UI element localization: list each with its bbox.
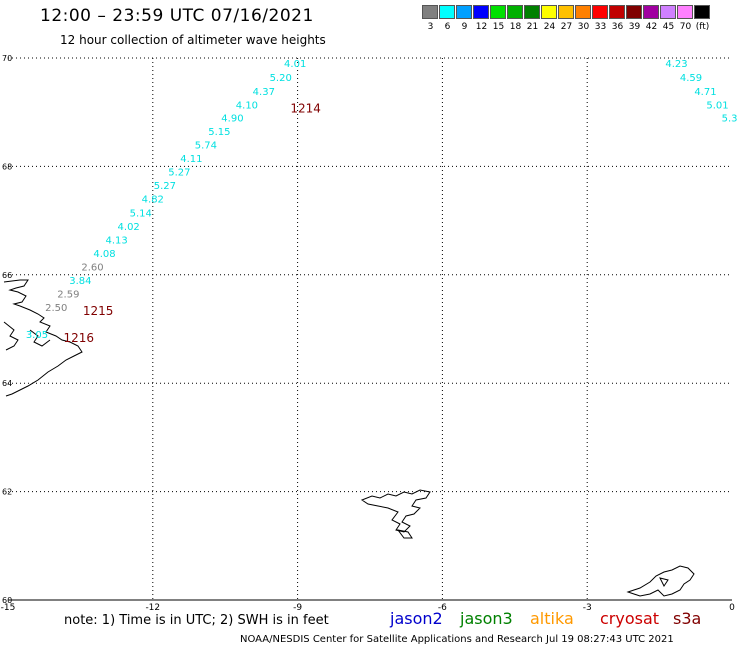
coastlines xyxy=(3,279,695,597)
legend-label: 33 xyxy=(594,22,607,32)
swh-value: 4.59 xyxy=(680,73,702,84)
longitude-label: -15 xyxy=(1,603,16,613)
credit-line: NOAA/NESDIS Center for Satellite Applica… xyxy=(240,634,674,645)
latitude-label: 62 xyxy=(2,488,12,497)
swh-value: 4.10 xyxy=(236,100,258,111)
legend-label: 3 xyxy=(427,22,434,32)
lat-lon-grid xyxy=(8,57,732,601)
legend-swatch xyxy=(609,5,625,19)
pass-time-label: 1216 xyxy=(64,331,95,345)
legend-swatch xyxy=(490,5,506,19)
swh-value: 4.13 xyxy=(105,235,127,246)
legend-swatch xyxy=(422,5,438,19)
swh-value: 4.01 xyxy=(284,59,306,70)
swh-value: 4.90 xyxy=(221,113,243,124)
swh-value: 3.05 xyxy=(26,330,48,341)
swh-value: 5.74 xyxy=(195,141,217,152)
legend-labels: 3 6 9 12 15 18 21 24 27 30 33 36 39 42 45 70 (ft) xyxy=(422,22,711,32)
longitude-label: -6 xyxy=(438,603,447,613)
legend-label: 6 xyxy=(444,22,451,32)
swh-value: 4.02 xyxy=(118,222,140,233)
legend-swatch xyxy=(626,5,642,19)
legend-swatch xyxy=(677,5,693,19)
swh-value: 4.08 xyxy=(93,249,115,260)
satellite-name: jason3 xyxy=(460,609,513,628)
longitude-label: -12 xyxy=(145,603,160,613)
swh-value: 5.01 xyxy=(706,100,728,111)
pass-time-labels: 1214 1215 1216 xyxy=(64,101,321,345)
footnote: note: 1) Time is in UTC; 2) SWH is in fe… xyxy=(64,613,329,628)
longitude-label: 0 xyxy=(729,603,735,613)
map-subtitle: 12 hour collection of altimeter wave hei… xyxy=(60,33,326,47)
legend-label: 24 xyxy=(543,22,556,32)
latitude-label: 66 xyxy=(2,271,12,280)
axis-labels: 70 68 66 64 62 60-15 -12 -9 -6 -3 0 xyxy=(1,54,735,613)
legend-swatch xyxy=(473,5,489,19)
legend-label: 27 xyxy=(560,22,573,32)
iceland-coast xyxy=(3,279,83,397)
pass-time-label: 1214 xyxy=(290,101,321,115)
legend-label: 9 xyxy=(461,22,468,32)
swh-value: 3.84 xyxy=(69,276,91,287)
latitude-label: 64 xyxy=(2,379,12,388)
satellite-name: s3a xyxy=(673,609,702,628)
swh-value: 5.14 xyxy=(130,208,152,219)
pass-time-label: 1215 xyxy=(83,304,114,318)
legend-label: 12 xyxy=(475,22,488,32)
swh-value: 2.59 xyxy=(57,290,79,301)
legend-swatch xyxy=(541,5,557,19)
legend-swatch xyxy=(575,5,591,19)
legend-label: 39 xyxy=(628,22,641,32)
legend-label: 45 xyxy=(662,22,675,32)
swh-value: 4.23 xyxy=(665,59,687,70)
satellite-name: cryosat xyxy=(600,609,660,628)
legend-label: 42 xyxy=(645,22,658,32)
swh-value: 5.27 xyxy=(168,168,190,179)
legend-swatch xyxy=(643,5,659,19)
latitude-label: 68 xyxy=(2,162,12,171)
map-title: 12:00 – 23:59 UTC 07/16/2021 xyxy=(40,6,314,26)
latitude-label: 60 xyxy=(2,596,12,605)
color-legend xyxy=(422,5,711,19)
legend-label: 70 xyxy=(679,22,692,32)
swh-value: 5.20 xyxy=(270,73,292,84)
longitude-label: -9 xyxy=(293,603,302,613)
legend-label: 30 xyxy=(577,22,590,32)
latitude-label: 70 xyxy=(2,54,12,63)
legend-swatch xyxy=(558,5,574,19)
legend-swatch xyxy=(660,5,676,19)
swh-value: 5.15 xyxy=(208,127,230,138)
legend-swatch xyxy=(507,5,523,19)
wave-height-tracks: 4.01 5.20 4.37 4.10 4.90 5.15 5.74 4.11 5.27 5.27… xyxy=(26,59,738,341)
shetland-islands xyxy=(626,565,695,597)
swh-value: 2.50 xyxy=(45,303,67,314)
legend-label: 15 xyxy=(492,22,505,32)
swh-value: 2.60 xyxy=(81,262,103,273)
legend-swatch xyxy=(456,5,472,19)
satellite-name: jason2 xyxy=(390,609,443,628)
faroe-islands xyxy=(360,489,431,533)
legend-label: 18 xyxy=(509,22,522,32)
swh-value: 5.27 xyxy=(154,181,176,192)
legend-label: 21 xyxy=(526,22,539,32)
satellite-name: altika xyxy=(530,609,574,628)
legend-swatch xyxy=(694,5,710,19)
longitude-label: -3 xyxy=(583,603,592,613)
legend-label: 36 xyxy=(611,22,624,32)
swh-value: 4.82 xyxy=(142,195,164,206)
legend-label: (ft) xyxy=(695,22,710,32)
swh-value: 5.3 xyxy=(722,113,738,124)
swh-value: 4.11 xyxy=(180,154,202,165)
legend-swatch xyxy=(592,5,608,19)
swh-value: 4.71 xyxy=(694,87,716,98)
legend-swatch xyxy=(524,5,540,19)
swh-value: 4.37 xyxy=(253,87,275,98)
legend-swatch xyxy=(439,5,455,19)
